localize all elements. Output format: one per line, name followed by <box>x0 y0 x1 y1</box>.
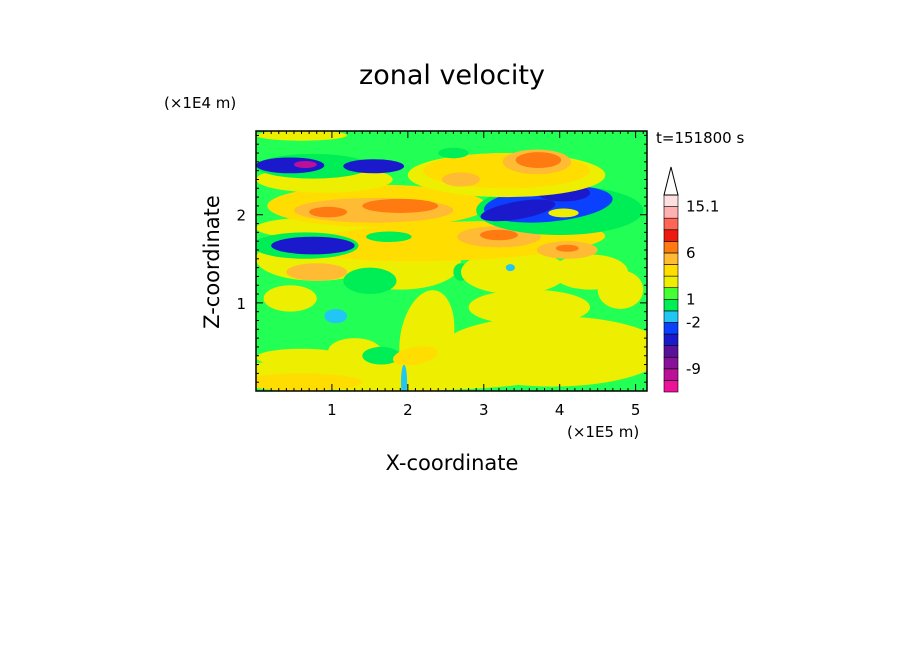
contour-region <box>548 208 579 218</box>
colorbar-swatch <box>663 333 679 346</box>
contour-region <box>438 147 469 159</box>
colorbar-swatch <box>663 194 679 207</box>
colorbar-swatch <box>663 241 679 254</box>
contour-region <box>263 285 317 312</box>
x-unit-label: (×1E5 m) <box>567 423 639 441</box>
contour-field <box>256 131 647 391</box>
colorbar-swatch <box>663 380 679 393</box>
y-tick-label: 1 <box>236 295 246 313</box>
colorbar-label: -9 <box>686 360 701 378</box>
contour-region <box>480 199 556 222</box>
x-axis-label: X-coordinate <box>386 451 519 475</box>
contour-region <box>366 231 412 243</box>
colorbar-label: 1 <box>686 290 696 308</box>
y-axis-label: Z-coordinate <box>200 195 224 329</box>
contour-region <box>256 373 363 391</box>
colorbar-swatch <box>663 229 679 242</box>
x-axis-ticks: 1 2 3 4 5 <box>255 131 644 419</box>
colorbar-label: 15.1 <box>686 198 719 216</box>
contour-region <box>460 249 568 295</box>
contour-region <box>256 348 348 367</box>
colorbar-swatch <box>663 287 679 300</box>
contour-region <box>271 236 355 255</box>
plot-frame <box>255 130 648 392</box>
contour-region <box>552 254 629 290</box>
contour-region <box>555 244 579 252</box>
contour-region <box>362 346 401 365</box>
colorbar-swatch <box>663 345 679 358</box>
colorbar-swatch <box>663 275 679 289</box>
colorbar-overflow-arrow <box>663 166 679 196</box>
x-tick-label: 1 <box>327 401 337 419</box>
contour-region <box>479 229 518 241</box>
contour-region <box>324 309 348 324</box>
contour-region <box>362 198 439 213</box>
x-tick-label: 4 <box>555 401 565 419</box>
colorbar-swatch <box>663 206 679 219</box>
colorbar-swatch <box>663 264 679 277</box>
colorbar-swatch <box>663 252 679 265</box>
contour-region <box>401 364 408 391</box>
y-axis-ticks: 12 <box>236 134 647 392</box>
colorbar-swatch <box>663 356 679 370</box>
colorbar-swatch <box>663 310 679 323</box>
y-unit-label: (×1E4 m) <box>164 94 236 112</box>
colorbar-swatch <box>663 322 679 335</box>
colorbar: 15.1 6 1 -2 -9 <box>663 166 719 393</box>
contour-region <box>515 152 562 169</box>
contour-region <box>392 346 438 366</box>
contour-region <box>468 289 591 325</box>
colorbar-swatch <box>663 298 679 312</box>
contour-region <box>343 159 405 174</box>
contour-region <box>505 264 515 272</box>
x-tick-label: 2 <box>403 401 413 419</box>
x-tick-label: 3 <box>479 401 489 419</box>
y-tick-label: 2 <box>236 207 246 225</box>
time-label: t=151800 s <box>656 129 744 147</box>
contour-region <box>286 263 348 281</box>
colorbar-label: -2 <box>686 313 701 331</box>
x-tick-label: 5 <box>631 401 641 419</box>
contour-region <box>442 172 480 187</box>
contour-region <box>293 160 317 169</box>
colorbar-swatch <box>663 217 679 231</box>
colorbar-label: 6 <box>686 244 696 262</box>
contour-region <box>309 206 348 218</box>
colorbar-swatch <box>663 368 679 381</box>
chart-title: zonal velocity <box>359 60 545 91</box>
contour-region <box>343 267 397 295</box>
